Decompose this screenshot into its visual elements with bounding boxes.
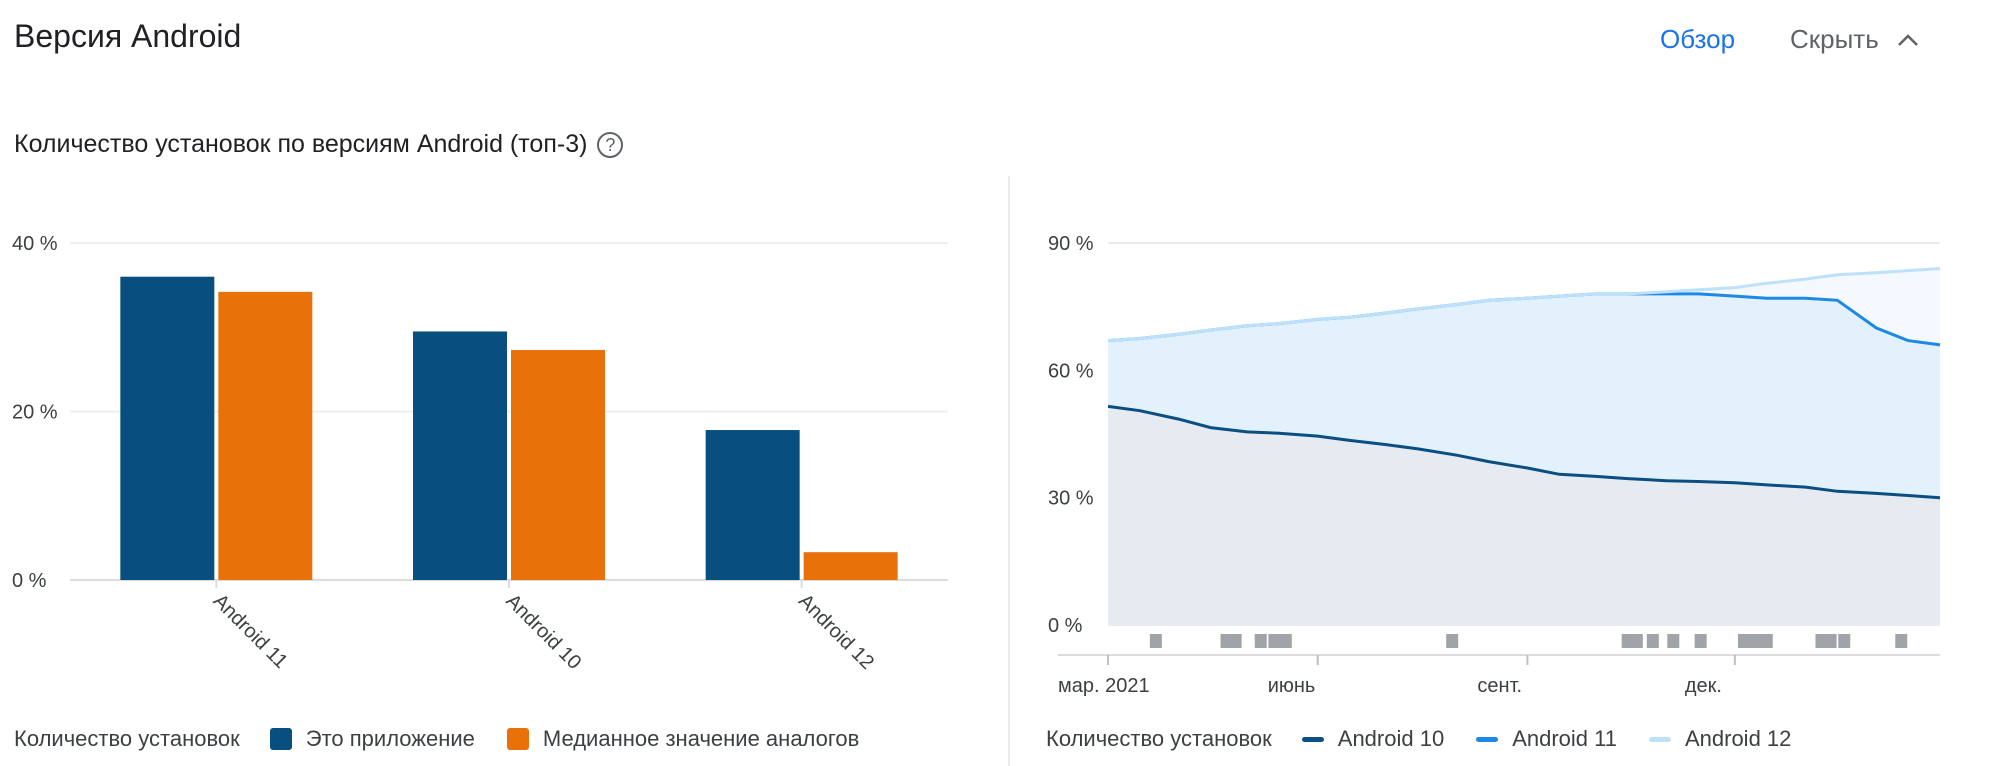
bar-y-tick-label: 20 %	[12, 402, 58, 424]
bar-chart: 0 %20 %40 %Android 11 Android 10 Android 1…	[12, 233, 948, 674]
bar-y-tick-label: 0 %	[12, 570, 47, 592]
release-marker	[1446, 634, 1459, 648]
bar-this-app	[120, 276, 215, 580]
legend-swatch-android11	[1476, 736, 1499, 742]
series-line-android10	[1107, 404, 1941, 500]
legend-label-this-app: Это приложение	[305, 726, 475, 751]
release-marker	[1229, 634, 1242, 648]
bar-median	[218, 291, 313, 580]
legend-label-median: Медианное значение аналогов	[542, 726, 860, 751]
bar-legend-lead: Количество установок	[14, 726, 240, 751]
series-line-android12	[1107, 267, 1941, 343]
page-title: Версия Android	[14, 18, 242, 54]
legend-label-android11: Android 11	[1512, 726, 1617, 751]
release-marker	[1824, 634, 1837, 648]
release-marker	[1838, 634, 1851, 648]
legend-item-this-app[interactable]: Это приложение	[269, 726, 475, 752]
legend-item-median[interactable]: Медианное значение аналогов	[506, 726, 860, 752]
bar-median	[803, 552, 898, 580]
legend-swatch-this-app	[269, 728, 292, 750]
area-x-tick-label: сент.	[1477, 675, 1522, 697]
bar-this-app	[413, 331, 507, 580]
area-x-tick-label: дек.	[1685, 675, 1722, 697]
release-marker	[1895, 634, 1908, 648]
release-marker	[1149, 634, 1162, 648]
chart-subtitle: Количество установок по версиям Android …	[14, 130, 624, 159]
hide-button[interactable]: Скрыть	[1790, 24, 1919, 55]
bar-y-tick-label: 40 %	[12, 233, 58, 255]
area-legend-lead: Количество установок	[1046, 726, 1272, 751]
release-marker	[1220, 634, 1233, 648]
area-y-tick-label: 90 %	[1048, 233, 1094, 255]
area-legend: Количество установок Android 10 Android …	[1046, 726, 1823, 752]
legend-swatch-android12	[1648, 736, 1671, 742]
area-y-tick-label: 0 %	[1048, 615, 1083, 637]
legend-swatch-median	[506, 728, 529, 750]
panel-divider	[1008, 176, 1010, 766]
help-icon[interactable]: ?	[597, 131, 624, 158]
bar-legend: Количество установок Это приложение Меди…	[14, 726, 891, 752]
chart-subtitle-text: Количество установок по версиям Android …	[14, 130, 588, 158]
release-marker	[1279, 634, 1292, 648]
chevron-up-icon	[1897, 33, 1918, 46]
area-fill-android10	[1108, 406, 1940, 625]
release-marker	[1815, 634, 1828, 648]
area-y-tick-label: 30 %	[1048, 488, 1094, 510]
release-marker	[1621, 634, 1634, 648]
overview-link[interactable]: Обзор	[1660, 24, 1736, 54]
release-marker	[1646, 634, 1659, 648]
release-marker	[1268, 634, 1281, 648]
legend-swatch-android10	[1301, 736, 1324, 742]
release-marker	[1749, 634, 1762, 648]
area-x-tick-label: июнь	[1268, 675, 1316, 697]
area-x-tick-label: мар. 2021	[1058, 675, 1150, 697]
release-marker	[1667, 634, 1680, 648]
legend-item-android12[interactable]: Android 12	[1648, 726, 1792, 752]
legend-label-android12: Android 12	[1684, 726, 1792, 751]
bar-this-app	[705, 430, 800, 580]
release-marker	[1737, 634, 1750, 648]
legend-item-android10[interactable]: Android 10	[1301, 726, 1445, 752]
bar-median	[511, 349, 605, 580]
release-marker	[1630, 634, 1643, 648]
legend-item-android11[interactable]: Android 11	[1476, 726, 1617, 752]
area-y-tick-label: 60 %	[1048, 360, 1094, 382]
release-marker	[1254, 634, 1267, 648]
release-marker	[1760, 634, 1773, 648]
release-marker	[1694, 634, 1707, 648]
legend-label-android10: Android 10	[1337, 726, 1445, 751]
hide-label: Скрыть	[1790, 24, 1879, 54]
